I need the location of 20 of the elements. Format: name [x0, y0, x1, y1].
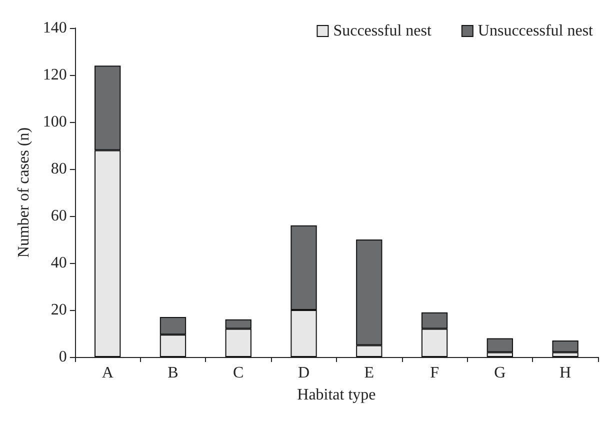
x-tick-label: F	[430, 364, 440, 382]
y-axis-title: Number of cases (n)	[16, 127, 32, 258]
legend-label: Successful nest	[333, 22, 432, 40]
x-axis-title: Habitat type	[297, 386, 376, 404]
y-tick-label: 120	[42, 66, 67, 84]
y-tick-label: 80	[50, 160, 67, 178]
x-tick-label: B	[168, 364, 178, 382]
y-tick-label: 60	[50, 208, 67, 224]
x-tick-label: G	[494, 364, 506, 382]
x-tick-label: A	[102, 364, 114, 382]
x-tick-label: E	[364, 364, 374, 382]
y-tick-label: 0	[58, 348, 67, 366]
legend-label: Unsuccessful nest	[478, 22, 594, 40]
x-tick-label: H	[560, 364, 572, 382]
x-tick-label: D	[298, 364, 310, 382]
y-tick-label: 140	[42, 20, 67, 36]
x-tick-label: C	[233, 364, 244, 382]
y-tick-label: 100	[42, 114, 67, 130]
y-tick-label: 20	[50, 302, 67, 318]
y-tick-label: 40	[50, 254, 67, 272]
